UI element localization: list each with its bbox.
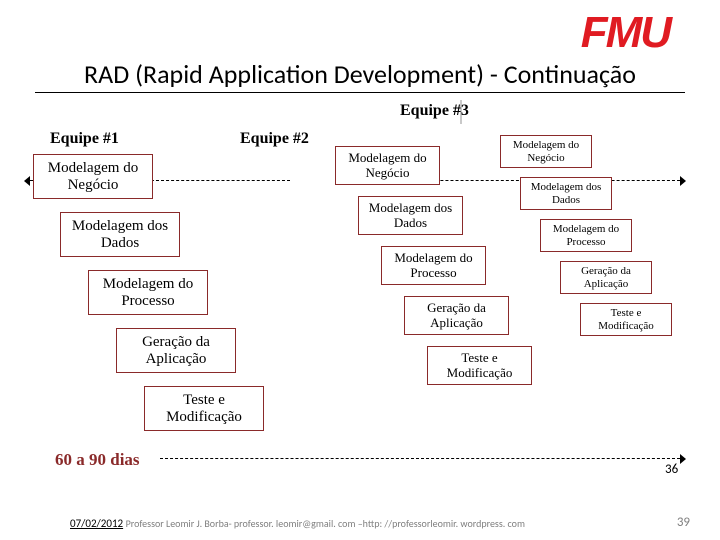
team-header-2: Equipe #2: [240, 130, 309, 148]
team-header-3: Equipe #3: [400, 102, 469, 120]
phase-box: Teste e Modificação: [144, 386, 264, 431]
phase-box: Teste e Modificação: [580, 303, 672, 336]
phase-box: Modelagem dos Dados: [60, 212, 180, 257]
timeline-label: 60 a 90 dias: [55, 450, 140, 470]
phase-box: Modelagem do Processo: [88, 270, 208, 315]
phase-box: Teste e Modificação: [427, 346, 532, 385]
phase-box: Modelagem do Negócio: [33, 154, 153, 199]
phase-box: Modelagem dos Dados: [520, 177, 612, 210]
phase-box: Geração da Aplicação: [404, 296, 509, 335]
phase-box: Modelagem dos Dados: [358, 196, 463, 235]
phase-box: Modelagem do Negócio: [500, 135, 592, 168]
phase-box: Geração da Aplicação: [560, 261, 652, 294]
timeline-line: [160, 458, 680, 459]
team-header-1: Equipe #1: [50, 130, 119, 148]
logo: FMU: [581, 8, 670, 58]
phase-box: Modelagem do Processo: [381, 246, 486, 285]
phase-box: Modelagem do Processo: [540, 219, 632, 252]
rad-diagram: Equipe #1 Modelagem do Negócio Modelagem d…: [0, 100, 720, 495]
footer-date: 07/02/2012: [70, 517, 123, 530]
inner-page-number: 36: [665, 462, 678, 477]
page-number: 39: [677, 515, 690, 530]
phase-box: Geração da Aplicação: [116, 328, 236, 373]
page-title: RAD (Rapid Application Development) - Co…: [35, 58, 685, 93]
footer: 07/02/2012 Professor Leomir J. Borba- pr…: [70, 517, 525, 530]
footer-author: Professor Leomir J. Borba- professor. le…: [126, 517, 525, 530]
phase-box: Modelagem do Negócio: [335, 146, 440, 185]
